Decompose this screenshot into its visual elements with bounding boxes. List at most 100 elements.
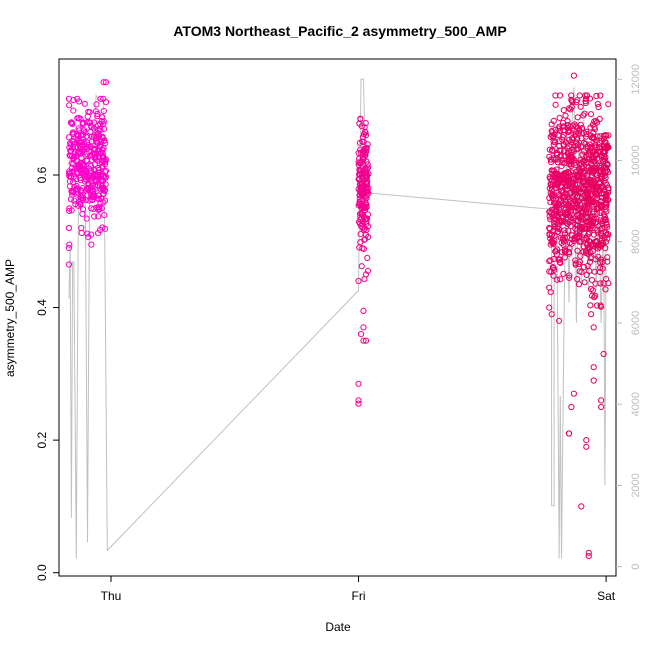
data-point [69, 137, 76, 145]
data-point [553, 149, 561, 157]
data-point [356, 167, 363, 174]
x-axis: Thu Fri Sat [101, 575, 616, 603]
data-point [557, 259, 564, 266]
data-point [598, 145, 605, 152]
data-point [555, 175, 562, 182]
data-point [582, 99, 589, 107]
data-point [76, 140, 83, 147]
data-point [94, 113, 101, 120]
data-point [74, 191, 81, 198]
data-point [553, 200, 560, 207]
data-point [571, 121, 578, 128]
y-right-tick-label: 12000 [630, 64, 642, 95]
data-point [594, 100, 601, 108]
data-point [559, 123, 566, 130]
data-point [570, 237, 578, 245]
data-point [570, 390, 578, 397]
data-point [97, 226, 104, 234]
data-point [75, 114, 82, 122]
data-point [574, 230, 581, 237]
data-point [95, 230, 102, 237]
data-point [568, 103, 575, 111]
data-point [589, 277, 596, 284]
data-point [586, 177, 593, 184]
data-point [605, 169, 612, 176]
data-point [598, 233, 605, 240]
data-point [358, 263, 365, 270]
data-point [599, 220, 606, 227]
data-point [364, 254, 371, 262]
data-point [588, 165, 595, 172]
data-point [569, 155, 576, 162]
data-point [549, 239, 556, 246]
data-point [362, 337, 370, 344]
data-point [355, 380, 362, 387]
data-point [604, 224, 611, 231]
data-point [88, 133, 96, 140]
data-point [568, 189, 575, 196]
data-point [546, 284, 553, 291]
data-point [597, 229, 604, 237]
y-right-tick-label: 2000 [630, 473, 642, 497]
data-point [600, 350, 607, 358]
data-point [593, 92, 600, 100]
data-point [572, 131, 579, 138]
data-point [589, 156, 597, 163]
data-point [598, 153, 605, 160]
data-point [580, 216, 587, 223]
data-point [77, 187, 85, 194]
data-point [97, 186, 104, 193]
data-point [581, 279, 588, 286]
data-point [93, 101, 100, 108]
data-point [550, 134, 557, 141]
data-point [101, 197, 109, 204]
data-point [604, 254, 611, 261]
data-point [362, 215, 370, 222]
data-point [593, 218, 600, 225]
data-point [577, 238, 584, 245]
y-axis-left: 0.0 0.2 0.4 0.6 [35, 166, 59, 581]
data-point [557, 276, 564, 283]
data-point [572, 260, 579, 267]
data-point [572, 142, 579, 149]
data-point [588, 285, 595, 293]
data-point [584, 196, 591, 203]
data-point [70, 107, 77, 114]
data-point [87, 191, 95, 198]
x-tick-label: Thu [101, 589, 122, 603]
data-point [597, 186, 604, 193]
data-point [578, 195, 585, 202]
data-point [603, 275, 610, 283]
data-point [566, 274, 573, 281]
y-right-tick-label: 10000 [630, 145, 642, 176]
data-point [67, 196, 75, 203]
data-point [552, 174, 559, 181]
data-point [102, 167, 110, 174]
data-point [547, 257, 554, 264]
data-point [95, 139, 102, 147]
data-point [68, 119, 75, 126]
data-point [576, 165, 583, 172]
data-point [79, 120, 86, 128]
data-point [87, 119, 94, 127]
data-point [580, 148, 587, 155]
data-point [363, 145, 370, 152]
data-point [560, 270, 567, 277]
data-point [583, 96, 590, 103]
data-point [97, 95, 104, 102]
data-point [551, 181, 559, 188]
data-point [589, 287, 596, 294]
data-point [575, 125, 582, 132]
data-point [583, 271, 590, 279]
data-point [88, 241, 95, 248]
data-point [75, 98, 83, 105]
data-point [564, 209, 572, 217]
y-right-tick-label: 0 [630, 564, 642, 570]
data-point [66, 241, 73, 248]
data-point [73, 157, 81, 164]
data-point [83, 157, 90, 164]
data-point [588, 311, 595, 318]
data-point [568, 169, 575, 176]
data-point [68, 119, 76, 127]
data-point [65, 261, 73, 268]
